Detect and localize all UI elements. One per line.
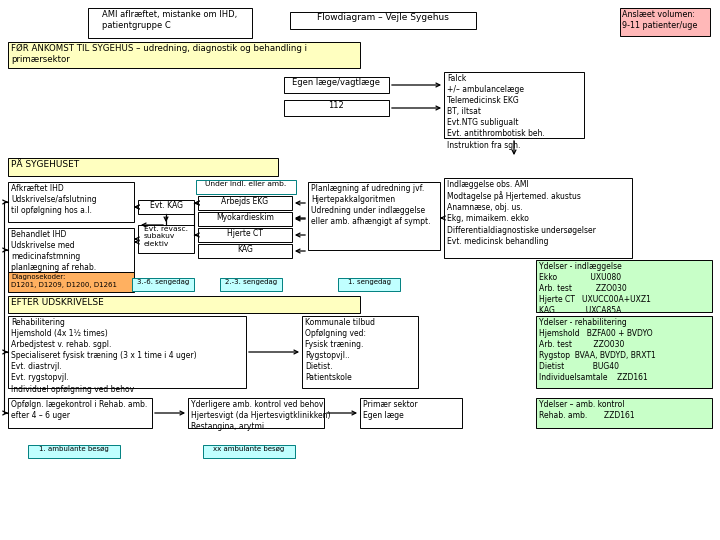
Text: Indlæggelse obs. AMI
Modtagelse på Hjertemed. akustus
Anamnæse, obj. us.
Ekg, mi: Indlæggelse obs. AMI Modtagelse på Hjert… — [447, 180, 596, 246]
Text: EFTER UDSKRIVELSE: EFTER UDSKRIVELSE — [11, 298, 104, 307]
Text: Under indl. eller amb.: Under indl. eller amb. — [205, 181, 287, 187]
Bar — [308, 182, 440, 250]
Bar — [284, 77, 389, 93]
Bar — [536, 398, 712, 428]
Bar — [8, 228, 134, 272]
Text: 112: 112 — [328, 101, 344, 110]
Bar — [138, 200, 194, 214]
Text: KAG: KAG — [237, 245, 253, 254]
Text: xx ambulante besøg: xx ambulante besøg — [213, 446, 284, 452]
Text: Kommunale tilbud
Opfølgning ved:
Fysisk træning.
Rygstopvjl..
Dietist.
Patientsk: Kommunale tilbud Opfølgning ved: Fysisk … — [305, 318, 375, 382]
Bar — [188, 398, 324, 428]
Text: PÅ SYGEHUSET: PÅ SYGEHUSET — [11, 160, 79, 169]
Bar — [198, 244, 292, 258]
Text: 3.-6. sengedag: 3.-6. sengedag — [137, 279, 189, 285]
Bar — [8, 296, 360, 313]
Text: Hjerte CT: Hjerte CT — [227, 229, 263, 238]
Bar — [444, 178, 632, 258]
Text: Egen læge/vagtlæge: Egen læge/vagtlæge — [292, 78, 380, 87]
Bar — [8, 272, 134, 292]
Bar — [28, 445, 120, 458]
Bar — [444, 72, 584, 138]
Text: Planlægning af udredning jvf.
Hjertepakkalgoritmen
Udredning under indlæggelse
e: Planlægning af udredning jvf. Hjertepakk… — [311, 184, 431, 226]
Bar — [8, 182, 134, 222]
Text: Ydelser - indlæggelse
Ekko              UXU080
Arb. test          ZZO030
Hjerte : Ydelser - indlæggelse Ekko UXU080 Arb. t… — [539, 262, 651, 315]
Bar — [88, 8, 252, 38]
Bar — [138, 225, 194, 253]
Bar — [198, 212, 292, 226]
Text: Falck
+/– ambulancelæge
Telemedicinsk EKG
BT, iltsat
Evt.NTG subligualt
Evt. ant: Falck +/– ambulancelæge Telemedicinsk EK… — [447, 74, 545, 150]
Bar — [8, 398, 152, 428]
Bar — [338, 278, 400, 291]
Text: FØR ANKOMST TIL SYGEHUS – udredning, diagnostik og behandling i
primærsektor: FØR ANKOMST TIL SYGEHUS – udredning, dia… — [11, 44, 307, 64]
Bar — [620, 8, 710, 36]
Bar — [198, 196, 292, 210]
Text: AMI aflræftet, mistanke om IHD,
patientgruppe C: AMI aflræftet, mistanke om IHD, patientg… — [102, 10, 238, 30]
Bar — [8, 316, 246, 388]
Text: 2.-3. sengedag: 2.-3. sengedag — [225, 279, 277, 285]
Text: Rehabilitering
Hjemshold (4x 1½ times)
Arbedjstest v. rehab. sgpl.
Specialiseret: Rehabilitering Hjemshold (4x 1½ times) A… — [11, 318, 197, 394]
Bar — [284, 100, 389, 116]
Text: 1. ambulante besøg: 1. ambulante besøg — [39, 446, 109, 452]
Bar — [536, 316, 712, 388]
Bar — [196, 180, 296, 194]
Text: Evt. revasc.
subakuv
elektiv: Evt. revasc. subakuv elektiv — [144, 226, 188, 247]
Text: Opfølgn. lægekontrol i Rehab. amb.
efter 4 – 6 uger: Opfølgn. lægekontrol i Rehab. amb. efter… — [11, 400, 148, 420]
Text: Ydelser – amb. kontrol
Rehab. amb.       ZZD161: Ydelser – amb. kontrol Rehab. amb. ZZD16… — [539, 400, 634, 420]
Text: Arbejds EKG: Arbejds EKG — [222, 197, 269, 206]
Text: Flowdiagram – Vejle Sygehus: Flowdiagram – Vejle Sygehus — [317, 13, 449, 22]
Bar — [302, 316, 418, 388]
Bar — [8, 42, 360, 68]
Text: Primær sektor
Egen læge: Primær sektor Egen læge — [363, 400, 418, 420]
Text: Afkræftet IHD
Udskrivelse/afslutning
til opfølgning hos a.l.: Afkræftet IHD Udskrivelse/afslutning til… — [11, 184, 96, 215]
Text: Ydelser - rehabilitering
Hjemshold   BZFA00 + BVDYO
Arb. test         ZZO030
Ryg: Ydelser - rehabilitering Hjemshold BZFA0… — [539, 318, 656, 382]
Bar — [198, 228, 292, 242]
Bar — [536, 260, 712, 312]
Bar — [220, 278, 282, 291]
Text: Yderligere amb. kontrol ved behov
Hjertesvigt (da Hjertesvigtklinikken)
Restangi: Yderligere amb. kontrol ved behov Hjerte… — [191, 400, 330, 431]
Text: Anslæet volumen:
9-11 patienter/uge: Anslæet volumen: 9-11 patienter/uge — [622, 10, 698, 30]
Bar — [203, 445, 295, 458]
Bar — [8, 158, 278, 176]
Text: Evt. KAG: Evt. KAG — [150, 201, 182, 210]
Bar — [360, 398, 462, 428]
Text: Myokardieskim: Myokardieskim — [216, 213, 274, 222]
Bar — [290, 12, 476, 29]
Text: Diagnosekoder:
D1201, D1209, D1200, D1261: Diagnosekoder: D1201, D1209, D1200, D126… — [11, 274, 117, 287]
Bar — [132, 278, 194, 291]
Text: 1. sengedag: 1. sengedag — [348, 279, 390, 285]
Text: Behandlet IHD
Udskrivelse med
medicinafstmning
planlægning af rehab.: Behandlet IHD Udskrivelse med medicinafs… — [11, 230, 96, 272]
